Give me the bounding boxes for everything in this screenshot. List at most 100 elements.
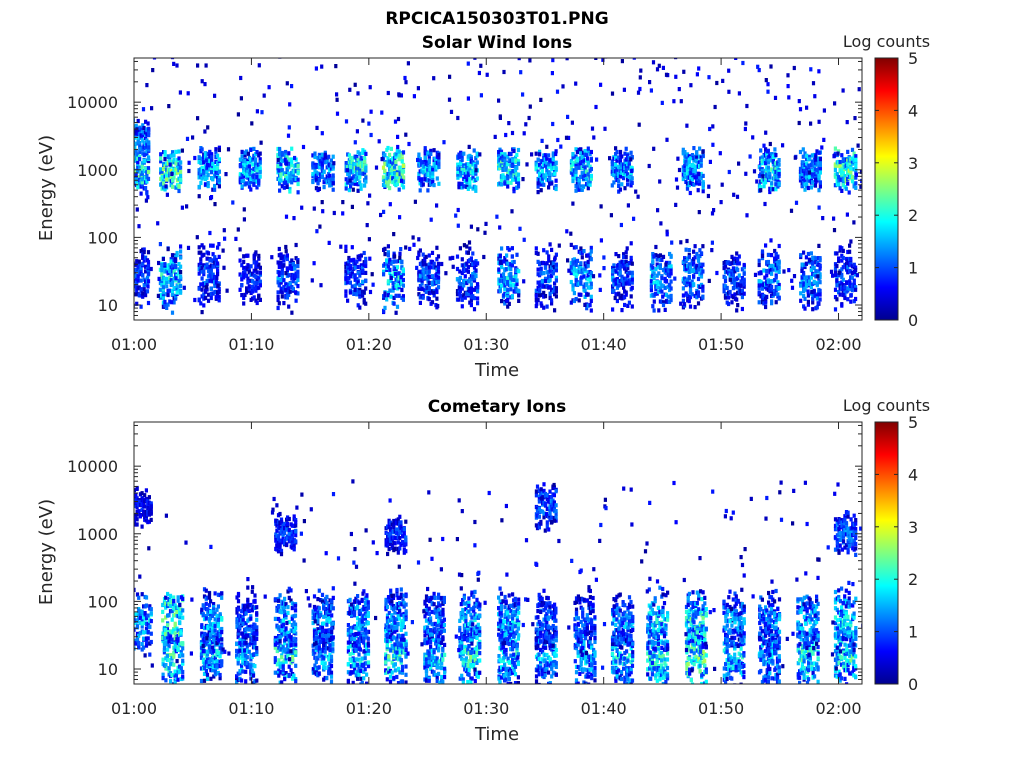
heatmap-cell [141, 252, 145, 257]
heatmap-cell [145, 138, 149, 143]
heatmap-cell [296, 284, 300, 289]
heatmap-cell [320, 156, 324, 161]
heatmap-cell [745, 103, 749, 109]
heatmap-cell [771, 187, 775, 192]
heatmap-cell [699, 158, 703, 163]
heatmap-cell [469, 256, 473, 261]
heatmap-cell [736, 257, 740, 262]
heatmap-cell [463, 179, 467, 184]
heatmap-cell [193, 297, 197, 303]
heatmap-cell [624, 164, 628, 169]
heatmap-cell [331, 187, 335, 192]
heatmap-cell [808, 177, 812, 182]
heatmap-cell [540, 166, 544, 171]
heatmap-cell [246, 161, 250, 166]
heatmap-cell [586, 277, 590, 282]
heatmap-cell [208, 258, 212, 263]
heatmap-cell [803, 151, 807, 156]
heatmap-cell [752, 169, 757, 174]
heatmap-cell [843, 174, 847, 179]
heatmap-cell [421, 167, 425, 172]
heatmap-cell [849, 157, 853, 162]
heatmap-cell [534, 304, 538, 309]
heatmap-cell [499, 160, 504, 165]
heatmap-cell [776, 254, 780, 259]
heatmap-cell [847, 174, 851, 179]
heatmap-cell [287, 273, 291, 278]
heatmap-cell [171, 178, 175, 183]
heatmap-cell [401, 297, 405, 302]
heatmap-cell [144, 264, 148, 269]
heatmap-cell [320, 168, 324, 173]
heatmap-cell [187, 168, 191, 174]
heatmap-cell [346, 180, 350, 185]
heatmap-cell [685, 238, 689, 244]
heatmap-cell [169, 153, 173, 158]
heatmap-cell [833, 307, 838, 312]
heatmap-cell [406, 58, 410, 59]
heatmap-cell [804, 278, 808, 283]
heatmap-cell [240, 149, 244, 154]
heatmap-cell [673, 276, 677, 281]
heatmap-cell [252, 178, 256, 183]
heatmap-cell [239, 96, 243, 101]
heatmap-cell [586, 149, 590, 154]
heatmap-cell [554, 289, 558, 294]
heatmap-cell [352, 257, 356, 262]
heatmap-cell [805, 175, 809, 180]
heatmap-cell [803, 178, 807, 183]
heatmap-cell [206, 172, 210, 178]
heatmap-cell [129, 132, 132, 136]
heatmap-cell [696, 293, 701, 298]
heatmap-cell [138, 147, 142, 152]
heatmap-cell [571, 201, 575, 206]
heatmap-cell [249, 187, 253, 192]
heatmap-cell [172, 167, 176, 173]
heatmap-cell [770, 181, 774, 186]
heatmap-cell [346, 171, 350, 177]
heatmap-cell [658, 263, 662, 268]
heatmap-cell [457, 181, 461, 186]
heatmap-cell [557, 243, 561, 248]
heatmap-cell [840, 188, 844, 193]
heatmap-cell [701, 244, 705, 249]
heatmap-cell [200, 243, 204, 248]
heatmap-cell [296, 177, 300, 182]
heatmap-cell [545, 161, 549, 166]
heatmap-cell [511, 163, 515, 168]
heatmap-cell [689, 83, 693, 88]
heatmap-cell [818, 157, 822, 162]
heatmap-cell [589, 166, 593, 172]
heatmap-cell [259, 140, 263, 145]
heatmap-cell [723, 284, 728, 289]
heatmap-cell [817, 176, 821, 181]
heatmap-cell [325, 159, 329, 164]
heatmap-cell [313, 154, 317, 160]
heatmap-cell [688, 290, 693, 295]
heatmap-cell [550, 159, 554, 164]
heatmap-cell [575, 268, 580, 273]
heatmap-cell [509, 159, 513, 164]
heatmap-cell [457, 278, 461, 283]
heatmap-cell [247, 184, 252, 189]
heatmap-cell [255, 270, 259, 275]
heatmap-cell [427, 262, 431, 267]
heatmap-cell [359, 263, 363, 268]
heatmap-cell [471, 251, 475, 256]
heatmap-cell [652, 299, 656, 304]
heatmap-cell [810, 159, 815, 164]
heatmap-cell [727, 68, 731, 73]
heatmap-cell [760, 178, 764, 183]
heatmap-cell [762, 268, 766, 273]
heatmap-cell [202, 296, 206, 301]
heatmap-cell [848, 249, 852, 254]
heatmap-cell [817, 188, 821, 193]
heatmap-cell [290, 258, 294, 263]
heatmap-cell [353, 265, 357, 270]
heatmap-cell [142, 287, 146, 292]
heatmap-cell [664, 292, 669, 297]
heatmap-cell [417, 252, 421, 257]
heatmap-cell [255, 109, 259, 114]
heatmap-cell [506, 287, 510, 292]
heatmap-cell [276, 294, 280, 300]
